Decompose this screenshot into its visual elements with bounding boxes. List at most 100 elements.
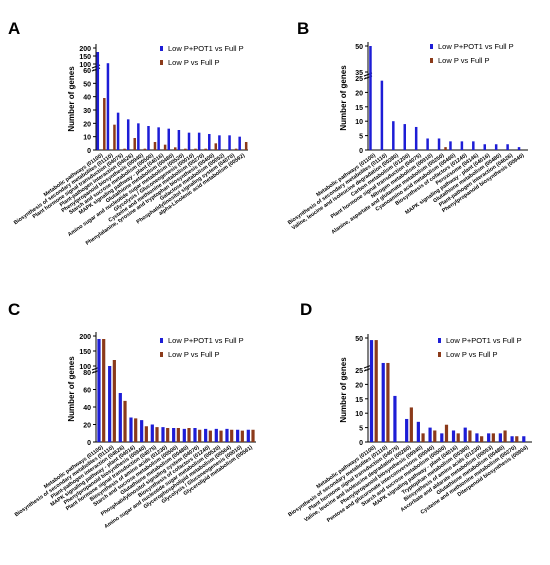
bar-series2: [155, 427, 159, 442]
bar-series2: [244, 142, 248, 150]
y-tick-label: 5: [359, 134, 363, 141]
y-tick-label: 25: [355, 368, 363, 375]
bar-series1: [381, 362, 385, 442]
bar-series1: [116, 112, 120, 150]
bar-series2: [386, 362, 390, 442]
y-tick-label: 0: [87, 440, 91, 447]
legend-label: Low P vs Full P: [168, 58, 220, 67]
bar-series1: [108, 366, 112, 442]
bar-series1: [238, 136, 241, 150]
bar-series1: [416, 421, 420, 442]
bar-series2: [208, 430, 212, 442]
bar-series1: [193, 428, 197, 442]
bar-series1: [392, 121, 395, 150]
panel-letter: A: [8, 19, 20, 38]
y-tick-label: 150: [79, 54, 91, 61]
bar-series1: [369, 340, 374, 442]
y-tick-label: 150: [79, 349, 91, 356]
legend-swatch: [438, 338, 441, 343]
bar-series1: [463, 427, 467, 442]
bar-series2: [113, 124, 116, 150]
y-axis-title: Number of genes: [67, 66, 76, 132]
bar-series2: [174, 147, 177, 150]
bar-series2: [102, 339, 106, 442]
legend-swatch: [160, 60, 163, 65]
bar-series2: [133, 138, 136, 150]
bar-series2: [194, 148, 197, 150]
bar-series1: [167, 128, 170, 150]
legend-label: Low P vs Full P: [446, 350, 498, 359]
bar-series1: [403, 124, 406, 150]
bar-series2: [176, 428, 180, 442]
bar-series2: [214, 143, 218, 150]
bar-series2: [134, 418, 138, 442]
y-axis-title: Number of genes: [339, 65, 348, 131]
y-tick-label: 20: [355, 382, 363, 389]
bar-series1: [498, 433, 502, 442]
y-tick-label: 25: [355, 76, 363, 83]
bar-series1: [460, 141, 464, 150]
bar-series1: [208, 134, 211, 150]
y-tick-label: 60: [83, 388, 91, 395]
y-axis-title: Number of genes: [67, 356, 76, 422]
y-tick-label: 50: [355, 44, 363, 51]
y-tick-label: 50: [355, 336, 363, 343]
bar-series1: [510, 436, 514, 442]
y-tick-label: 20: [83, 121, 91, 128]
bar-series1: [140, 420, 144, 442]
legend-label: Low P+POT1 vs Full P: [168, 44, 244, 53]
bar-series2: [480, 436, 484, 442]
bar-series1: [161, 427, 165, 442]
y-tick-label: 40: [83, 405, 91, 412]
legend-swatch: [160, 352, 163, 357]
bar-series1: [236, 429, 240, 442]
bar-series1: [246, 429, 250, 442]
bar-series1: [426, 138, 429, 150]
y-tick-label: 50: [83, 81, 91, 88]
legend-label: Low P+POT1 vs Full P: [446, 336, 522, 345]
bar-series2: [234, 148, 238, 150]
panel-letter: C: [8, 300, 20, 319]
legend-label: Low P+POT1 vs Full P: [168, 336, 244, 345]
y-tick-label: 60: [83, 68, 91, 75]
bar-series1: [517, 147, 521, 150]
y-tick-label: 15: [355, 397, 363, 404]
bar-series2: [421, 433, 425, 442]
bar-series1: [118, 393, 122, 442]
legend-label: Low P+POT1 vs Full P: [438, 42, 514, 51]
bar-series1: [494, 144, 498, 150]
bar-series1: [475, 433, 479, 442]
y-axis-title: Number of genes: [339, 357, 348, 423]
bar-series1: [97, 339, 101, 442]
bar-series2: [123, 148, 126, 150]
bar-series1: [187, 132, 191, 150]
bar-series1: [405, 418, 409, 442]
bar-series1: [126, 119, 130, 150]
y-tick-label: 0: [359, 440, 363, 447]
bar-series1: [150, 424, 154, 442]
bar-series2: [166, 428, 170, 442]
y-tick-label: 20: [83, 423, 91, 430]
bar-series2: [515, 436, 519, 442]
bar-series1: [393, 395, 397, 442]
bar-series1: [177, 130, 181, 150]
bar-series1: [106, 63, 110, 151]
bar-series1: [440, 433, 444, 442]
bar-series1: [506, 144, 509, 150]
bar-series1: [228, 135, 231, 150]
bar-series1: [214, 428, 218, 442]
bar-series2: [198, 429, 202, 442]
bar-series2: [153, 142, 157, 150]
bar-series1: [487, 433, 491, 442]
y-tick-label: 0: [87, 148, 91, 155]
y-tick-label: 0: [359, 148, 363, 155]
bar-series2: [144, 426, 148, 442]
bar-series1: [182, 428, 186, 442]
bar-series2: [433, 430, 437, 442]
bar-series2: [230, 429, 234, 442]
legend-swatch: [160, 46, 163, 51]
